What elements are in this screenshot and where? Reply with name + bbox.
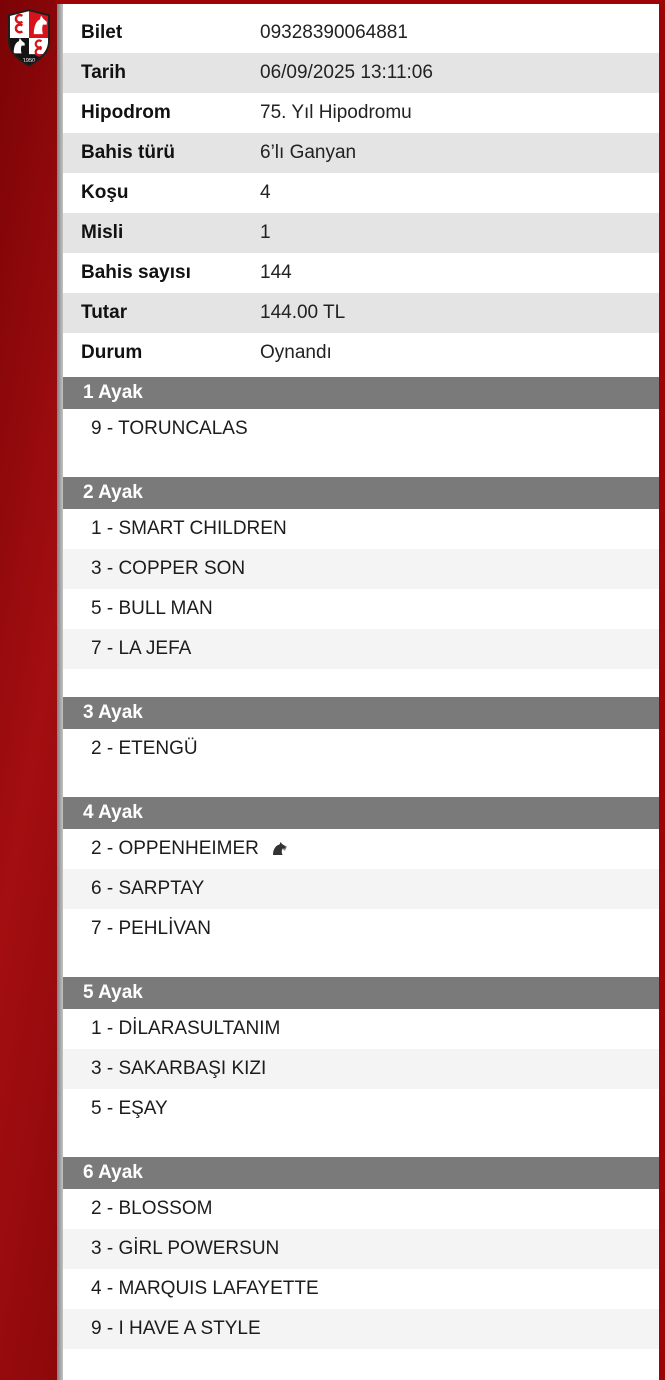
leg-section: 5 Ayak 1 - DİLARASULTANIM 3 - SAKARBAŞI …	[63, 977, 659, 1129]
ticket-info-row: Koşu 4	[63, 173, 659, 213]
leg-section: 4 Ayak 2 - OPPENHEIMER 6 - SARPTAY 7 - P…	[63, 797, 659, 949]
info-label: Tutar	[81, 302, 128, 323]
selection-label: 3 - GİRL POWERSUN	[91, 1238, 280, 1259]
info-value: 75. Yıl Hipodromu	[260, 102, 412, 123]
leg-header: 2 Ayak	[63, 477, 659, 509]
selection-row: 5 - EŞAY	[63, 1089, 659, 1129]
info-value: 4	[260, 182, 271, 203]
leg-selection-list: 9 - TORUNCALAS	[63, 409, 659, 449]
ticket-info-table: Bilet 09328390064881 Tarih 06/09/2025 13…	[63, 13, 659, 373]
leg-section: 6 Ayak 2 - BLOSSOM 3 - GİRL POWERSUN 4 -…	[63, 1157, 659, 1349]
info-value: 144.00 TL	[260, 302, 346, 323]
info-value: 06/09/2025 13:11:06	[260, 62, 433, 83]
leg-selection-list: 1 - DİLARASULTANIM 3 - SAKARBAŞI KIZI 5 …	[63, 1009, 659, 1129]
info-value: 1	[260, 222, 271, 243]
selection-row: 3 - SAKARBAŞI KIZI	[63, 1049, 659, 1089]
ticket-info-row: Bahis türü 6’lı Ganyan	[63, 133, 659, 173]
bet-ticket-content: Bilet 09328390064881 Tarih 06/09/2025 13…	[63, 0, 659, 1380]
selection-label: 5 - BULL MAN	[91, 598, 213, 619]
leg-header: 5 Ayak	[63, 977, 659, 1009]
selection-row: 1 - DİLARASULTANIM	[63, 1009, 659, 1049]
ticket-info-row: Misli 1	[63, 213, 659, 253]
selection-row: 3 - GİRL POWERSUN	[63, 1229, 659, 1269]
selection-label: 9 - TORUNCALAS	[91, 418, 248, 439]
selection-label: 7 - LA JEFA	[91, 638, 192, 659]
info-label: Bahis türü	[81, 142, 175, 163]
selection-label: 1 - SMART CHILDREN	[91, 518, 287, 539]
info-label: Bahis sayısı	[81, 262, 191, 283]
selection-label: 5 - EŞAY	[91, 1098, 168, 1119]
selection-row: 6 - SARPTAY	[63, 869, 659, 909]
ticket-info-row: Bahis sayısı 144	[63, 253, 659, 293]
leg-header: 4 Ayak	[63, 797, 659, 829]
info-label: Bilet	[81, 22, 123, 43]
selection-row: 9 - TORUNCALAS	[63, 409, 659, 449]
leg-header: 3 Ayak	[63, 697, 659, 729]
selection-label: 3 - SAKARBAŞI KIZI	[91, 1058, 267, 1079]
selection-row: 9 - I HAVE A STYLE	[63, 1309, 659, 1349]
selection-row: 7 - LA JEFA	[63, 629, 659, 669]
selection-row: 4 - MARQUIS LAFAYETTE	[63, 1269, 659, 1309]
info-value: 09328390064881	[260, 22, 408, 43]
horse-head-icon	[271, 842, 289, 856]
ticket-info-row: Tarih 06/09/2025 13:11:06	[63, 53, 659, 93]
selection-row: 5 - BULL MAN	[63, 589, 659, 629]
selection-row: 2 - BLOSSOM	[63, 1189, 659, 1229]
leg-selection-list: 2 - OPPENHEIMER 6 - SARPTAY 7 - PEHLİVAN	[63, 829, 659, 949]
ticket-info-row: Hipodrom 75. Yıl Hipodromu	[63, 93, 659, 133]
leg-section: 3 Ayak 2 - ETENGÜ	[63, 697, 659, 769]
left-red-sidebar: 1950	[0, 0, 57, 1380]
info-label: Tarih	[81, 62, 127, 83]
ticket-info-row: Bilet 09328390064881	[63, 13, 659, 53]
info-label: Koşu	[81, 182, 129, 203]
leg-header: 1 Ayak	[63, 377, 659, 409]
leg-selection-list: 2 - BLOSSOM 3 - GİRL POWERSUN 4 - MARQUI…	[63, 1189, 659, 1349]
jockey-club-crest-icon: 1950	[7, 9, 50, 67]
right-red-border	[659, 0, 665, 1380]
selection-row: 7 - PEHLİVAN	[63, 909, 659, 949]
leg-section: 1 Ayak 9 - TORUNCALAS	[63, 377, 659, 449]
selection-row: 1 - SMART CHILDREN	[63, 509, 659, 549]
leg-sections: 1 Ayak 9 - TORUNCALAS 2 Ayak 1 - SMART C…	[63, 373, 659, 1349]
selection-row: 2 - OPPENHEIMER	[63, 829, 659, 869]
info-label: Hipodrom	[81, 102, 171, 123]
selection-label: 2 - BLOSSOM	[91, 1198, 213, 1219]
selection-label: 1 - DİLARASULTANIM	[91, 1018, 281, 1039]
selection-row: 3 - COPPER SON	[63, 549, 659, 589]
info-value: Oynandı	[260, 342, 332, 363]
top-red-border	[55, 0, 665, 4]
leg-selection-list: 2 - ETENGÜ	[63, 729, 659, 769]
selection-label: 4 - MARQUIS LAFAYETTE	[91, 1278, 319, 1299]
selection-label: 9 - I HAVE A STYLE	[91, 1318, 261, 1339]
selection-label: 3 - COPPER SON	[91, 558, 246, 579]
selection-row: 2 - ETENGÜ	[63, 729, 659, 769]
selection-label: 7 - PEHLİVAN	[91, 918, 212, 939]
info-value: 6’lı Ganyan	[260, 142, 357, 163]
info-value: 144	[260, 262, 292, 283]
ticket-info-row: Tutar 144.00 TL	[63, 293, 659, 333]
info-label: Misli	[81, 222, 124, 243]
leg-section: 2 Ayak 1 - SMART CHILDREN 3 - COPPER SON…	[63, 477, 659, 669]
info-label: Durum	[81, 342, 143, 363]
crest-year: 1950	[22, 58, 35, 64]
leg-header: 6 Ayak	[63, 1157, 659, 1189]
leg-selection-list: 1 - SMART CHILDREN 3 - COPPER SON 5 - BU…	[63, 509, 659, 669]
selection-label: 6 - SARPTAY	[91, 878, 205, 899]
selection-label: 2 - ETENGÜ	[91, 738, 198, 759]
content-shadow-strip	[57, 0, 63, 1380]
selection-label: 2 - OPPENHEIMER	[91, 838, 259, 859]
ticket-info-row: Durum Oynandı	[63, 333, 659, 373]
